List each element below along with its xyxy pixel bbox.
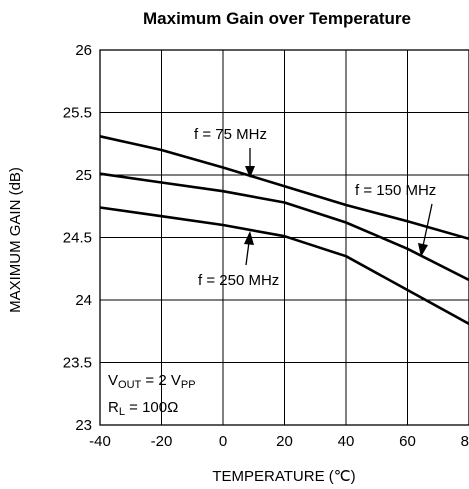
x-tick-label: 0 bbox=[219, 433, 227, 450]
tick-labels: -40 -20 0 20 40 60 80 23 23.5 24 24.5 25 25.5 26 bbox=[63, 42, 469, 450]
series-line-1 bbox=[99, 172, 469, 282]
x-tick-label: 20 bbox=[276, 433, 293, 450]
annotation-arrows bbox=[244, 148, 433, 266]
x-tick-label: 40 bbox=[338, 433, 355, 450]
x-tick-label: 60 bbox=[399, 433, 416, 450]
rl-condition: RL = 100Ω bbox=[108, 399, 178, 418]
series-line-0 bbox=[99, 135, 469, 241]
chart-title: Maximum Gain over Temperature bbox=[143, 9, 411, 28]
y-tick-label: 25.5 bbox=[63, 105, 92, 122]
y-tick-label: 24.5 bbox=[63, 230, 92, 247]
series-layer bbox=[99, 135, 469, 325]
y-tick-label: 23 bbox=[75, 417, 92, 434]
arrow-250mhz bbox=[244, 231, 254, 266]
plot-area-frame bbox=[99, 49, 469, 426]
x-tick-label: -40 bbox=[89, 433, 111, 450]
x-tick-label: -20 bbox=[151, 433, 173, 450]
vout-condition: VOUT = 2 VPP bbox=[108, 372, 196, 391]
y-axis-label: MAXIMUM GAIN (dB) bbox=[7, 167, 24, 313]
x-axis-label: TEMPERATURE (℃) bbox=[212, 468, 355, 485]
arrow-75mhz bbox=[245, 148, 255, 178]
test-conditions: VOUT = 2 VPP RL = 100Ω bbox=[108, 372, 196, 418]
y-tick-label: 23.5 bbox=[63, 355, 92, 372]
grid-lines bbox=[100, 50, 469, 425]
series-line-2 bbox=[99, 206, 469, 325]
arrow-150mhz bbox=[418, 203, 433, 257]
y-tick-label: 24 bbox=[75, 292, 92, 309]
x-tick-label: 80 bbox=[461, 433, 469, 450]
series-label-150mhz: f = 150 MHz bbox=[355, 182, 436, 199]
y-tick-label: 26 bbox=[75, 42, 92, 59]
series-label-75mhz: f = 75 MHz bbox=[194, 126, 267, 143]
y-tick-label: 25 bbox=[75, 167, 92, 184]
series-label-250mhz: f = 250 MHz bbox=[198, 272, 279, 289]
